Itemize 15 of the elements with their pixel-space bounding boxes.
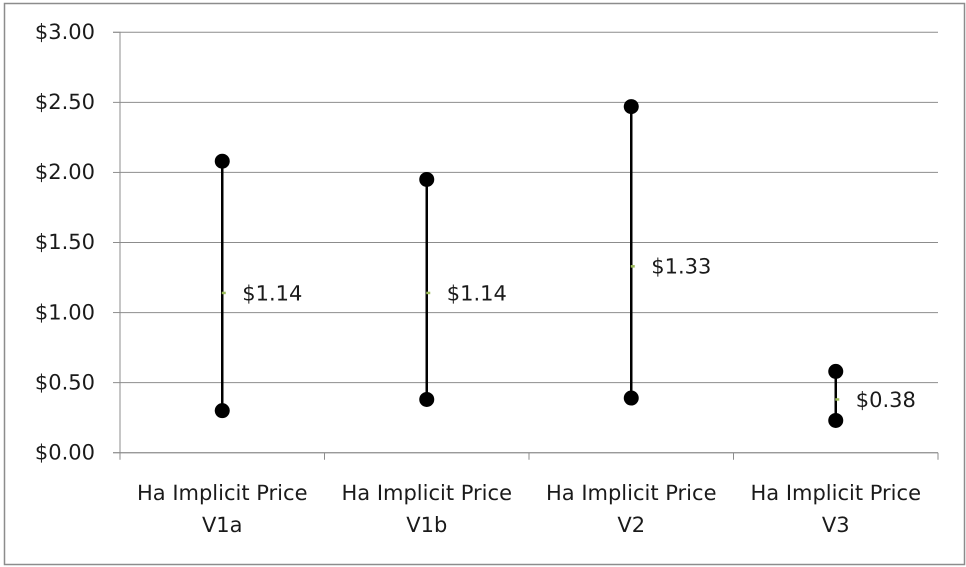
y-tick-label: $2.00 [34, 160, 95, 184]
data-label: $1.14 [242, 281, 302, 306]
y-tick-label: $1.00 [34, 300, 95, 324]
x-tick-label: Ha Implicit Price V1a [136, 481, 308, 537]
data-label: $1.33 [651, 254, 712, 279]
x-tick-label: Ha Implicit Price V3 [750, 481, 922, 537]
y-tick-label: $0.00 [34, 440, 95, 464]
x-tick-label: Ha Implicit Price V1b [341, 481, 512, 537]
y-tick-label: $3.00 [34, 20, 95, 44]
y-tick-label: $2.50 [34, 90, 95, 114]
y-tick-label: $0.50 [34, 370, 95, 394]
data-label: $0.38 [856, 388, 916, 412]
x-tick-label: Ha Implicit Price V2 [546, 481, 717, 537]
data-label: $1.14 [446, 281, 507, 306]
y-tick-label: $1.50 [34, 230, 95, 254]
